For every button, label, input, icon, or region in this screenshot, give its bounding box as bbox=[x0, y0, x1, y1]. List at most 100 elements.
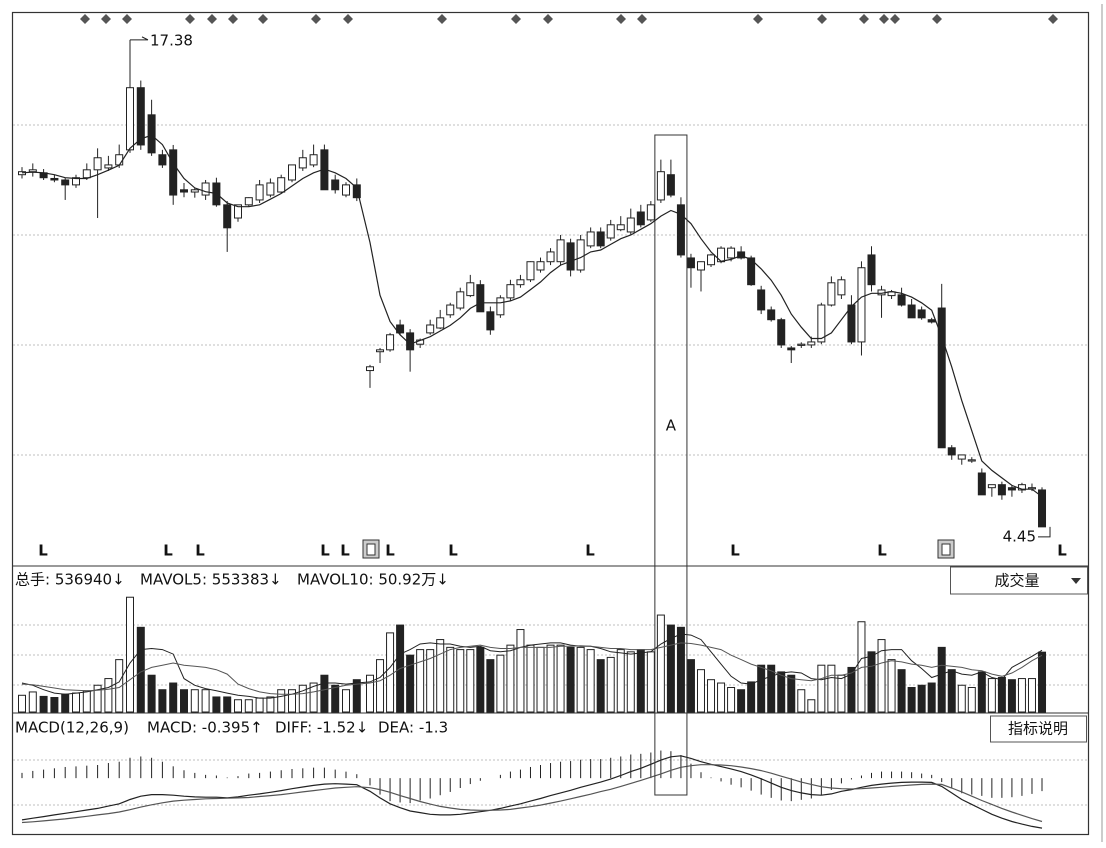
volume-bar bbox=[496, 654, 505, 713]
candle-body bbox=[126, 87, 134, 151]
candle-body bbox=[987, 484, 996, 489]
volume-bar bbox=[115, 659, 124, 713]
event-diamond bbox=[80, 14, 90, 24]
volume-bar bbox=[1007, 679, 1016, 713]
volume-bar bbox=[897, 669, 906, 713]
candle-body bbox=[476, 284, 485, 313]
macd-header: DEA: -1.3 bbox=[378, 719, 448, 737]
indicator-dropdown[interactable] bbox=[950, 566, 1088, 595]
candle-body bbox=[426, 324, 435, 334]
volume-bar bbox=[255, 697, 264, 713]
candle-body bbox=[606, 224, 615, 239]
volume-bar bbox=[867, 651, 876, 713]
volume-bar bbox=[244, 699, 253, 713]
volume-bar bbox=[386, 632, 395, 713]
signal-marker: L bbox=[730, 542, 740, 560]
candle-body bbox=[767, 309, 776, 321]
volume-bar bbox=[28, 691, 37, 713]
volume-bar bbox=[747, 681, 756, 713]
high-pointer bbox=[130, 36, 149, 41]
volume-bar bbox=[39, 695, 48, 713]
volume-bar bbox=[767, 664, 776, 713]
signal-icon-inner bbox=[941, 543, 951, 556]
candle-body bbox=[436, 317, 445, 329]
candle-body bbox=[596, 231, 605, 247]
volume-bar bbox=[516, 629, 525, 713]
volume-bar bbox=[126, 596, 134, 713]
macd-header: MACD: -0.395↑ bbox=[147, 719, 263, 737]
volume-bar bbox=[707, 679, 716, 713]
volume-bar bbox=[646, 651, 655, 713]
volume-header: MAVOL5: 553383↓ bbox=[140, 571, 282, 589]
volume-bar bbox=[190, 689, 199, 713]
volume-bar bbox=[777, 671, 786, 713]
signal-marker: L bbox=[448, 542, 458, 560]
candle-body bbox=[352, 184, 361, 199]
candle-body bbox=[616, 224, 625, 231]
candle-body bbox=[115, 154, 124, 166]
candle-body bbox=[396, 324, 405, 334]
candle-body bbox=[666, 174, 675, 196]
candle-body bbox=[147, 114, 156, 154]
candle-body bbox=[737, 251, 746, 259]
volume-bar bbox=[426, 649, 435, 713]
event-diamond bbox=[228, 14, 238, 24]
volume-bar bbox=[987, 678, 996, 713]
macd-header: DIFF: -1.52↓ bbox=[275, 719, 368, 737]
volume-bar bbox=[416, 649, 425, 713]
event-diamond bbox=[207, 14, 217, 24]
volume-bar bbox=[50, 697, 59, 713]
volume-bar bbox=[877, 639, 886, 713]
candle-body bbox=[201, 182, 210, 196]
candle-body bbox=[586, 231, 595, 247]
volume-bar bbox=[887, 659, 896, 713]
candle-body bbox=[1038, 489, 1047, 528]
candle-body bbox=[28, 169, 37, 173]
volume-bar bbox=[223, 696, 232, 713]
candle-body bbox=[897, 294, 906, 306]
volume-bar bbox=[234, 699, 242, 713]
event-diamond bbox=[511, 14, 521, 24]
help-button-label: 指标说明 bbox=[1008, 720, 1068, 738]
candle-body bbox=[169, 149, 178, 196]
event-diamond bbox=[122, 14, 132, 24]
volume-bar bbox=[288, 689, 296, 713]
volume-bar bbox=[366, 674, 374, 713]
volume-bar bbox=[147, 674, 156, 713]
ma-line bbox=[21, 134, 1043, 498]
candle-body bbox=[807, 341, 816, 346]
event-diamond bbox=[437, 14, 447, 24]
candle-body bbox=[158, 154, 167, 166]
indicator-help-button[interactable] bbox=[990, 715, 1087, 743]
event-diamond bbox=[859, 14, 869, 24]
event-diamond bbox=[343, 14, 353, 24]
candle-body bbox=[61, 179, 70, 186]
volume-bar bbox=[576, 646, 585, 713]
volume-bar bbox=[201, 689, 210, 713]
event-diamond bbox=[616, 14, 626, 24]
volume-bar bbox=[676, 626, 685, 713]
candle-body bbox=[266, 182, 275, 196]
candle-body bbox=[331, 179, 340, 191]
volume-bar bbox=[136, 626, 145, 713]
candle-body bbox=[917, 309, 926, 319]
candle-body bbox=[646, 204, 655, 221]
volume-bar bbox=[566, 646, 575, 713]
candle-body bbox=[136, 87, 145, 146]
candle-body bbox=[997, 484, 1006, 496]
candle-body bbox=[486, 311, 495, 331]
volume-bar bbox=[277, 689, 286, 713]
volume-bar bbox=[807, 699, 816, 713]
volume-bar bbox=[406, 654, 415, 713]
volume-bar bbox=[616, 649, 625, 713]
candle-body bbox=[777, 319, 786, 346]
volume-bar bbox=[797, 689, 806, 713]
volume-bar bbox=[787, 674, 796, 713]
candle-body bbox=[366, 366, 374, 372]
volume-bar bbox=[586, 649, 595, 713]
volume-bar bbox=[61, 693, 70, 713]
candle-body bbox=[957, 454, 966, 460]
candle-body bbox=[93, 157, 102, 171]
volume-bar bbox=[82, 690, 91, 713]
volume-bar bbox=[486, 659, 495, 713]
